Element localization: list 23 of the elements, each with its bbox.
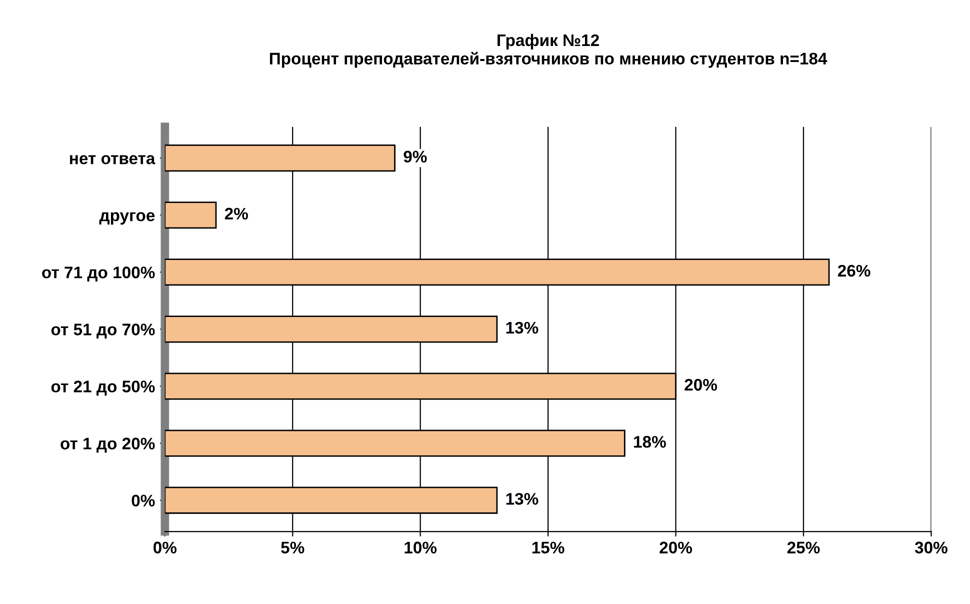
data-label: 9%	[404, 150, 427, 163]
x-tick-label: 30%	[914, 542, 948, 554]
x-tick-label: 0%	[154, 542, 177, 554]
data-label: 26%	[838, 264, 870, 277]
y-tick-label: нет ответа	[70, 155, 156, 164]
y-tick-label: от 1 до 20%	[60, 438, 155, 453]
y-tick-label: от 21 до 50%	[51, 380, 155, 396]
x-tick-label: 5%	[281, 542, 304, 554]
data-label: 18%	[634, 436, 666, 448]
x-tick-label: 25%	[787, 542, 820, 554]
data-label: 13%	[506, 492, 538, 505]
x-tick-label: 20%	[660, 542, 692, 554]
bar	[164, 202, 217, 229]
y-tick-label: другое	[99, 212, 155, 225]
y-tick-label: 0%	[132, 494, 155, 506]
x-tick-label: 15%	[532, 542, 564, 554]
data-label: 2%	[224, 208, 248, 220]
chart-title: График №12 Процент преподавателей-взяточников по мнению студентов n=184	[270, 34, 828, 68]
y-tick-label: от 51 до 70%	[51, 324, 155, 339]
x-tick-label: 10%	[404, 542, 437, 554]
data-label: 13%	[506, 322, 538, 334]
y-tick-label: от 71 до 100%	[42, 266, 155, 282]
data-label: 20%	[684, 378, 718, 391]
